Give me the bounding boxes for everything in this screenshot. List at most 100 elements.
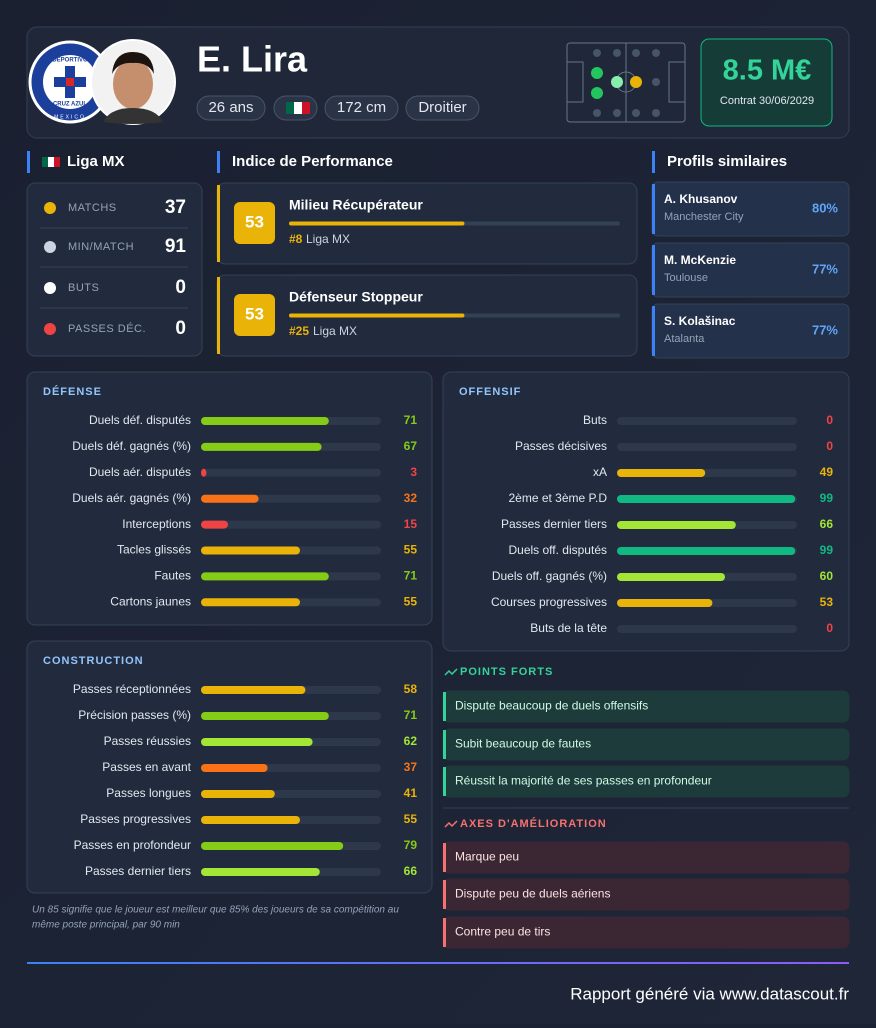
accent [443,843,446,872]
footer: Rapport généré via www.datascout.fr [570,984,849,1003]
stat-bar [201,442,322,451]
position-dot [652,49,660,57]
similar-club: Atalanta [664,333,705,345]
stat-label: MIN/MATCH [68,241,134,253]
stat-value: 37 [404,760,418,774]
stat-value: 15 [404,517,418,531]
card [700,38,833,127]
similar-club: Manchester City [664,211,744,223]
stat-bar [201,520,228,529]
stat-label: Duels déf. disputés [89,413,191,427]
stat-value: 0 [826,621,833,635]
position-dot [593,49,601,57]
stat-value: 60 [820,569,834,583]
flag [286,102,294,114]
stat-value: 79 [404,838,418,852]
section-title: Profils similaires [667,153,787,170]
stat-label: Fautes [154,569,191,583]
stat-value: 55 [404,594,418,608]
trend-icon [444,668,458,676]
position-dot [652,109,660,117]
stat-label: Précision passes (%) [78,708,191,722]
pitch-box [668,61,686,103]
stat-bar [617,573,725,581]
score-box [234,294,275,336]
footer-line [27,962,849,964]
position-dot [632,49,640,57]
bar-track [617,625,797,633]
list-title: AXES D'AMÉLIORATION [460,817,607,830]
trend-icon [444,820,458,828]
accent [217,185,220,262]
accent [217,277,220,354]
stat-label: Duels aér. disputés [89,465,191,479]
stat-value: 58 [404,682,418,696]
bar-track [201,468,381,477]
logo-text: DEPORTIVO [52,58,88,64]
section-label: OFFENSIF [459,386,521,398]
stat-bar [201,494,259,503]
flag [54,157,60,167]
footnote: même poste principal, par 90 min [32,920,180,931]
stat-label: xA [593,465,607,479]
accent [443,880,446,909]
position-dot [593,109,601,117]
rank: #8 [289,232,303,246]
position-dot [613,49,621,57]
stat-bar [201,738,313,746]
position-dot [613,109,621,117]
stat-value: 53 [820,595,834,609]
rank-league: Liga MX [306,232,350,246]
info-pill [405,95,480,121]
stat-label: Passes dernier tiers [85,864,191,878]
stat-value: 49 [820,465,834,479]
section-bar [27,151,30,173]
stat-value: 67 [404,439,418,453]
rank: #25 [289,324,309,338]
stat-label: Passes en profondeur [74,838,191,852]
stat-value: 66 [404,864,418,878]
stat-label: Buts de la tête [530,621,607,635]
stat-value: 41 [404,786,418,800]
stat-value: 66 [820,517,834,531]
stat-bar [201,842,344,850]
list-item: Dispute beaucoup de duels offensifs [455,699,648,713]
card [442,371,850,652]
list-item: Réussit la majorité de ses passes en pro… [455,774,712,788]
stat-value: 91 [165,236,187,257]
section-title: Liga MX [67,153,125,170]
stat-label: Passes longues [106,786,191,800]
stat-label: Cartons jaunes [110,594,191,608]
score-bar [289,221,465,226]
accent [652,245,655,295]
bar-track [201,520,381,529]
flag [294,102,302,114]
stat-bar [201,686,306,694]
stat-value: 99 [820,491,834,505]
stat-label: Duels off. disputés [508,543,607,557]
stat-value: 32 [404,491,418,505]
info-text: 172 cm [337,99,386,116]
role-name: Milieu Récupérateur [289,197,423,213]
section-bar [652,151,655,173]
stat-bar [201,764,268,772]
stat-label: PASSES DÉC. [68,322,146,335]
stat-bar [201,598,300,607]
similar-name: A. Khusanov [664,192,738,206]
list-item: Subit beaucoup de fautes [455,737,591,751]
stat-bar [201,417,329,425]
stat-bar [201,868,320,876]
stat-value: 0 [826,439,833,453]
flag [48,157,54,167]
similar-name: S. Kolašinac [664,314,736,328]
market-value: 8.5 M€ [723,55,812,87]
stat-icon [44,241,56,253]
info-text: Droitier [418,99,466,116]
bar-track [617,417,797,425]
stat-bar [617,469,706,477]
stat-bar [201,468,207,477]
section-label: DÉFENSE [43,385,102,398]
stat-value: 99 [820,543,834,557]
role-name: Défenseur Stoppeur [289,289,423,305]
